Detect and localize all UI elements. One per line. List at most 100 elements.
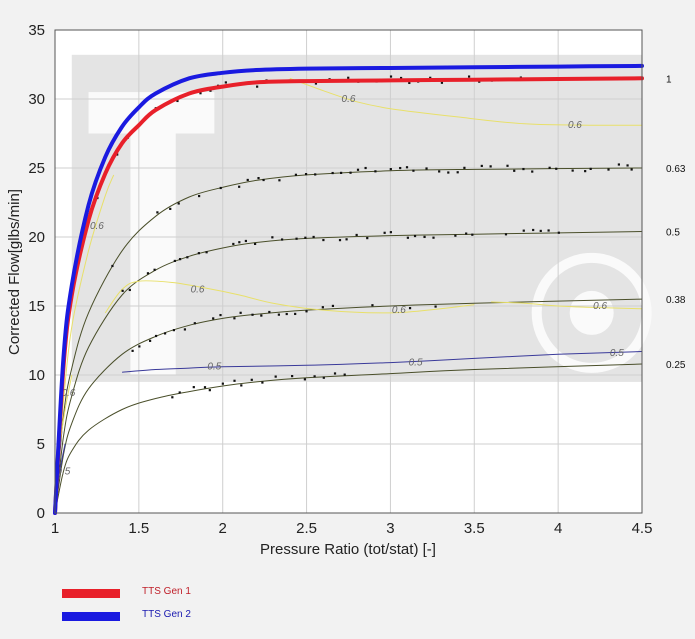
efficiency-contour-label: 0.5 (409, 358, 423, 369)
efficiency-contour-label: 0.6 (90, 221, 104, 232)
speed-line-0.63 (54, 167, 643, 514)
x-tick-label: 4.5 (632, 520, 653, 537)
measured-point (173, 259, 176, 263)
measured-point (399, 166, 402, 170)
measured-point (539, 229, 542, 233)
efficiency-contour-label: 0.5 (56, 467, 70, 478)
measured-point (116, 153, 119, 156)
measured-point (447, 171, 450, 174)
measured-point (154, 334, 158, 338)
measured-point (294, 173, 298, 176)
measured-point (333, 372, 337, 375)
x-tick-label: 3.5 (464, 520, 485, 537)
y-tick-label: 30 (28, 91, 45, 108)
measured-point (389, 168, 392, 171)
measured-point (138, 345, 141, 348)
measured-point (274, 375, 277, 378)
measured-point (253, 242, 257, 246)
measured-point (176, 99, 179, 103)
measured-point (425, 167, 428, 170)
compressor-map-chart: 0.6 0.6 0.6 0.6 0.6 0.6 0.6 0.5 0.5 0.5 0.5 1 1.5 2 2… (6, 22, 686, 558)
y-tick-label: 35 (28, 22, 45, 39)
measured-point (345, 238, 348, 241)
measured-point (209, 89, 212, 92)
measured-point (489, 165, 492, 168)
efficiency-contour-label: 0.6 (392, 305, 406, 316)
watermark-t-stem (130, 119, 176, 375)
efficiency-contour-0 (289, 77, 643, 126)
measured-point (405, 166, 409, 169)
efficiency-contour-3 (491, 301, 643, 310)
measured-point (331, 304, 335, 308)
watermark-turbo-hub (569, 290, 614, 335)
measured-point (522, 167, 525, 171)
efficiency-contour-label: 0.6 (342, 94, 356, 105)
x-axis-label: Pressure Ratio (tot/stat) [-] (260, 541, 436, 558)
y-axis-label: Corrected Flow[glbs/min] (6, 189, 23, 355)
measured-point (506, 164, 509, 167)
measured-point (186, 256, 189, 259)
efficiency-contour-6 (57, 443, 66, 479)
measured-point (314, 173, 317, 176)
speed-line-label: 0.25 (666, 360, 686, 371)
axis-ticks: 1 1.5 2 2.5 3 3.5 4 4.5 0 5 10 15 20 25 30 35 (28, 22, 652, 537)
measured-point (199, 92, 202, 95)
measured-point (626, 164, 629, 167)
measured-point (278, 179, 281, 182)
measured-point (240, 384, 243, 387)
measured-point (131, 349, 134, 352)
measured-point (277, 313, 280, 316)
x-tick-label: 1 (51, 520, 59, 537)
measured-point (221, 382, 224, 385)
measured-point (412, 169, 415, 172)
x-tick-label: 3 (386, 520, 394, 537)
measured-point (557, 231, 560, 234)
measured-point (305, 310, 308, 313)
speed-line-0.5 (54, 231, 643, 514)
measured-point (513, 169, 516, 172)
y-tick-label: 0 (37, 505, 45, 522)
measured-point (504, 233, 508, 236)
measured-point (148, 339, 152, 342)
measured-point (408, 307, 412, 310)
measured-point (303, 378, 306, 381)
speed-line-labels: 1 0.63 0.5 0.38 0.25 (666, 74, 686, 371)
measured-point (295, 237, 298, 240)
measured-point (256, 85, 259, 88)
measured-point (224, 81, 227, 84)
measured-point (630, 168, 633, 171)
measured-point (171, 396, 174, 399)
measured-point (454, 234, 457, 237)
measured-point (260, 314, 263, 317)
measured-point (271, 236, 274, 239)
measured-point (429, 76, 432, 79)
measured-point (203, 386, 207, 389)
measured-point (239, 311, 242, 314)
measured-point (193, 322, 196, 325)
measured-point (522, 229, 525, 232)
measured-point (233, 379, 236, 382)
series-lines (53, 63, 644, 515)
measured-point (548, 166, 551, 169)
measured-point (555, 167, 558, 170)
measured-point (146, 272, 150, 275)
measured-point (111, 264, 114, 268)
efficiency-contour-label: 0.5 (207, 362, 221, 373)
measured-point (338, 239, 342, 242)
efficiency-contour-label: 0.6 (191, 284, 205, 295)
measured-point (198, 194, 201, 198)
measured-point (532, 228, 535, 232)
legend-swatch-gen1 (62, 589, 120, 598)
speed-line-label: 1 (666, 74, 672, 85)
x-tick-label: 4 (554, 520, 562, 537)
measured-point (121, 289, 124, 292)
speed-line-label: 0.5 (666, 227, 680, 238)
measured-point (343, 373, 346, 376)
measured-point (232, 242, 235, 246)
measured-point (304, 236, 307, 239)
measured-point (617, 163, 620, 166)
measured-point (163, 332, 167, 335)
measured-point (322, 376, 325, 379)
measured-point (434, 305, 437, 308)
efficiency-contour-2 (104, 280, 475, 314)
